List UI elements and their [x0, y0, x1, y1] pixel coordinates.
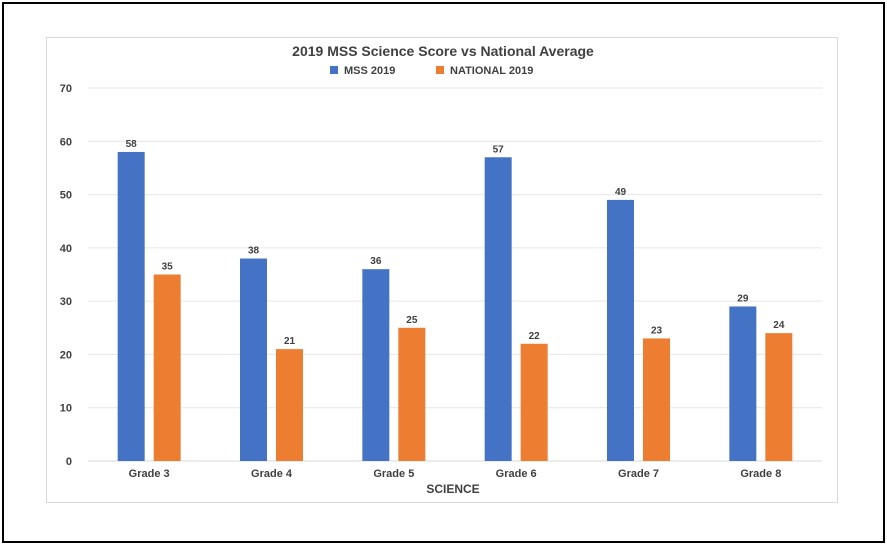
data-label: 23: [651, 325, 663, 336]
data-label: 22: [529, 331, 541, 342]
legend-swatch-national: [436, 66, 444, 74]
data-label: 29: [737, 293, 749, 304]
x-tick-label: Grade 4: [251, 468, 293, 480]
y-tick-label: 70: [60, 83, 72, 95]
legend-label-mss: MSS 2019: [344, 65, 395, 77]
x-axis-ticks: Grade 3 Grade 4 Grade 5 Grade 6 Grade 7 Grade…: [129, 468, 782, 480]
y-tick-label: 30: [60, 296, 72, 308]
bar-mss-2: [362, 269, 390, 461]
x-tick-label: Grade 5: [373, 468, 414, 480]
bar-mss-4: [607, 199, 634, 461]
data-label: 49: [615, 187, 627, 198]
bar-mss-1: [240, 258, 267, 461]
chart-title: 2019 MSS Science Score vs National Avera…: [292, 43, 594, 59]
x-axis-title: SCIENCE: [426, 482, 479, 496]
data-label: 35: [162, 262, 174, 273]
data-labels: 58 35 38 21 36 25 57 22 49 23 29 24: [126, 139, 785, 347]
y-tick-label: 60: [60, 136, 72, 148]
data-label: 24: [773, 320, 785, 331]
data-label: 38: [248, 246, 260, 257]
legend: MSS 2019 NATIONAL 2019: [330, 65, 533, 77]
bar-national-2: [398, 327, 426, 461]
y-tick-label: 50: [60, 190, 72, 202]
y-axis-ticks: 0 10 20 30 40 50 60 70: [60, 83, 72, 468]
y-tick-label: 40: [60, 243, 72, 255]
y-tick-label: 0: [66, 456, 72, 468]
x-tick-label: Grade 3: [129, 468, 170, 480]
bar-national-0: [153, 274, 181, 461]
x-tick-label: Grade 8: [740, 468, 781, 480]
bar-mss-0: [117, 151, 145, 461]
gridlines: [88, 87, 822, 462]
bar-mss-5: [729, 306, 757, 461]
data-label: 25: [406, 315, 418, 326]
bar-national-4: [643, 338, 670, 461]
data-label: 57: [493, 144, 505, 155]
bar-national-5: [765, 333, 793, 461]
data-label: 58: [126, 139, 138, 150]
bar-national-1: [276, 349, 303, 461]
bar-mss-3: [484, 157, 512, 461]
data-label: 36: [370, 256, 382, 267]
x-tick-label: Grade 6: [496, 468, 537, 480]
legend-label-national: NATIONAL 2019: [450, 65, 533, 77]
x-tick-label: Grade 7: [618, 468, 659, 480]
bar-national-3: [520, 343, 548, 461]
y-tick-label: 20: [60, 349, 72, 361]
bars: [117, 151, 793, 461]
y-tick-label: 10: [60, 403, 72, 415]
legend-swatch-mss: [330, 66, 338, 74]
data-label: 21: [284, 336, 296, 347]
